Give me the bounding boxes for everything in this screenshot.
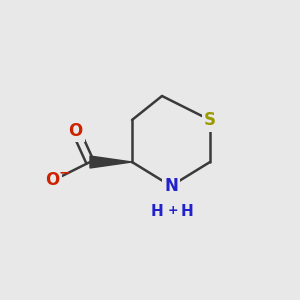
- Text: S: S: [204, 111, 216, 129]
- Text: H: H: [181, 204, 194, 219]
- Text: O: O: [68, 122, 82, 140]
- Text: +: +: [167, 203, 178, 217]
- Polygon shape: [90, 156, 132, 168]
- Text: O: O: [45, 171, 60, 189]
- Text: N: N: [164, 177, 178, 195]
- Text: −: −: [59, 166, 70, 179]
- Text: H: H: [151, 204, 164, 219]
